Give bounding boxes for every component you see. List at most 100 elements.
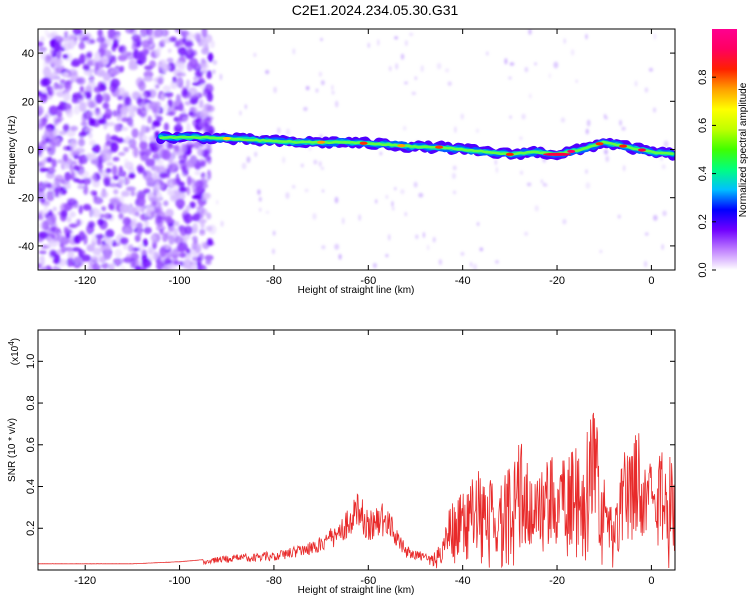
noise-speck [184, 40, 194, 48]
noise-speck [204, 83, 214, 94]
noise-speck [38, 46, 47, 53]
noise-speck [65, 257, 76, 267]
noise-speck [95, 233, 105, 240]
noise-speck [186, 186, 191, 196]
noise-speck [318, 161, 322, 167]
noise-speck [110, 78, 120, 89]
noise-speck [125, 29, 135, 34]
noise-speck [120, 106, 129, 115]
noise-speck [519, 170, 524, 175]
colorbar-tick-label: 0.6 [697, 118, 709, 133]
noise-speck [96, 254, 105, 263]
noise-speck [182, 258, 193, 269]
noise-speck [180, 186, 186, 192]
noise-speck [179, 252, 187, 258]
noise-speck [86, 152, 94, 160]
noise-speck [191, 261, 196, 270]
noise-speck [305, 85, 310, 91]
noise-speck [460, 113, 464, 120]
snr-y-axis-label: SNR (10 * v/v) [7, 418, 18, 482]
noise-speck [201, 208, 208, 216]
noise-speck [139, 29, 149, 38]
noise-speck [192, 222, 199, 234]
noise-speck [603, 149, 608, 155]
noise-speck [258, 207, 262, 212]
noise-speck [524, 231, 529, 236]
noise-speck [121, 190, 130, 197]
noise-speck [104, 212, 110, 220]
noise-speck [38, 160, 46, 167]
noise-speck [653, 33, 657, 40]
noise-speck [112, 257, 123, 267]
noise-speck [186, 46, 193, 55]
colorbar-tick-label: 0.4 [697, 166, 709, 181]
noise-speck [508, 76, 512, 80]
noise-speck [104, 238, 114, 245]
noise-speck [485, 51, 489, 56]
noise-speck [48, 105, 59, 116]
noise-speck [184, 225, 193, 235]
spectrogram-x-axis-label: Height of straight line (km) [298, 285, 415, 296]
noise-speck [161, 63, 171, 72]
noise-speck [110, 142, 119, 153]
signal-hotspot [619, 144, 628, 148]
noise-speck [475, 128, 480, 133]
signal-hotspot [595, 142, 604, 146]
noise-speck [388, 234, 391, 241]
noise-speck [125, 186, 136, 192]
noise-speck [62, 124, 70, 132]
noise-speck [46, 147, 52, 152]
noise-speck [104, 49, 112, 59]
noise-speck [105, 121, 116, 127]
noise-speck [216, 199, 219, 205]
noise-speck [375, 199, 378, 204]
noise-speck [197, 218, 207, 224]
noise-speck [334, 243, 340, 250]
noise-speck [39, 190, 46, 199]
noise-speck [121, 126, 129, 131]
noise-speck [165, 218, 175, 225]
noise-speck [117, 54, 128, 62]
noise-speck [372, 262, 377, 269]
signal-hotspot [435, 145, 444, 149]
noise-speck [391, 200, 394, 208]
noise-speck [201, 47, 210, 55]
noise-speck [210, 39, 215, 49]
noise-speck [291, 184, 296, 189]
noise-speck [189, 87, 199, 99]
noise-speck [186, 122, 191, 134]
noise-speck [89, 139, 96, 147]
noise-speck [192, 213, 201, 222]
noise-speck [43, 206, 49, 217]
noise-speck [199, 62, 207, 69]
noise-speck [79, 94, 84, 101]
noise-speck [495, 166, 498, 174]
noise-speck [102, 92, 111, 103]
noise-speck [163, 257, 172, 265]
noise-speck [131, 217, 138, 229]
noise-speck [528, 29, 532, 35]
noise-speck [96, 36, 106, 43]
noise-speck [394, 36, 399, 40]
noise-speck [116, 137, 125, 144]
noise-speck [78, 138, 85, 147]
noise-speck [102, 102, 110, 110]
noise-speck [53, 253, 61, 265]
noise-speck [78, 29, 84, 36]
noise-speck [114, 249, 123, 258]
noise-speck [257, 189, 261, 195]
noise-speck [524, 66, 529, 73]
noise-speck [201, 193, 211, 201]
signal-hotspot [359, 141, 368, 145]
x-tick-label: -20 [549, 575, 565, 587]
noise-speck [43, 201, 50, 208]
noise-speckle-group [38, 29, 675, 270]
noise-speck [147, 246, 153, 255]
noise-speck [265, 210, 270, 214]
noise-speck [205, 259, 212, 265]
noise-speck [194, 181, 203, 191]
noise-speck [621, 126, 626, 131]
noise-speck [131, 43, 138, 51]
noise-speck [206, 116, 214, 121]
noise-speck [114, 123, 121, 133]
